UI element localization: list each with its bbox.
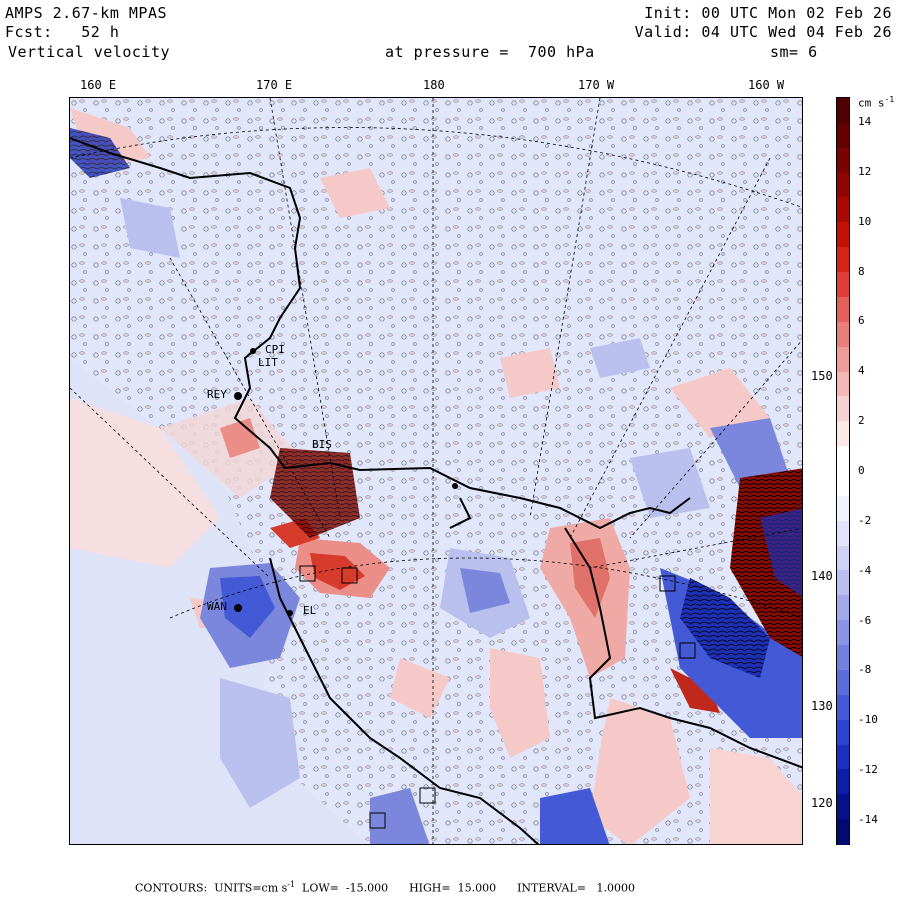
colorbar-tick-label: 10 [858,214,872,228]
station-label-rey: REY [207,388,227,401]
colorbar-swatch [837,446,849,472]
colorbar-swatch [837,396,849,422]
lon-label-160e: 160 E [80,78,117,92]
lon-label-170w: 170 W [578,78,615,92]
colorbar-swatch [837,744,849,770]
colorbar-swatch [837,471,849,497]
color-scale-bar [836,97,850,845]
colorbar-tick-label: -10 [858,713,878,727]
colorbar-tick-label: -2 [858,513,872,527]
init-time: Init: 00 UTC Mon 02 Feb 26 [644,4,892,22]
colorbar-swatch [837,98,849,124]
colorbar-tick-label: -8 [858,663,872,677]
colorbar-swatch [837,694,849,721]
coastline [70,137,691,530]
colorbar-swatch [837,346,849,373]
colorbar-tick-label: 6 [858,314,865,328]
lon-label-180: 180 [423,78,445,92]
colorbar-swatch [837,172,849,199]
colorbar-tick-label: -6 [858,613,872,627]
colorbar-tick-label: -14 [858,813,878,827]
forecast-hour: Fcst: 52 h [5,23,120,41]
colorbar-tick-label: -4 [858,563,872,577]
colorbar-swatch [837,595,849,621]
colorbar-swatch [837,620,849,646]
station-label-bis: BIS [312,438,332,451]
pressure-level: at pressure = 700 hPa [385,43,595,61]
colorbar-swatch [837,421,849,447]
station-label-wan: WAN [207,600,227,613]
colorbar-swatch [837,794,849,820]
station-dot-rey [234,392,242,400]
colorbar-swatch [837,645,849,671]
station-label-lit: LIT [258,356,278,369]
colorbar-swatch [837,819,849,845]
colorbar-tick-label: 12 [858,164,872,178]
station-label-el: EL [303,604,317,617]
model-title: AMPS 2.67-km MPAS [5,4,168,22]
station-dot-el [287,610,293,616]
colorbar-swatch [837,247,849,273]
coastline [564,527,802,769]
map-graphic [70,98,802,844]
latitude-circle [70,127,802,208]
colorbar-tick-label: -12 [858,763,878,777]
colorbar-swatch [837,520,849,547]
station-label-cpi: CPI [265,343,285,356]
colorbar-tick-label: 8 [858,264,865,278]
colorbar-swatch [837,769,849,795]
colorbar-swatch [837,669,849,696]
lon-label-160w: 160 W [748,78,785,92]
valid-time: Valid: 04 UTC Wed 04 Feb 26 [634,23,892,41]
field-name: Vertical velocity [8,43,171,61]
colorbar-units: cm s-1 [858,95,895,110]
smoothing-label: sm= 6 [770,43,818,61]
lon-label-170e: 170 E [256,78,293,92]
coastline [269,557,540,844]
colorbar-tick-label: 0 [858,464,865,477]
colorbar-swatch [837,147,849,174]
colorbar-swatch [837,222,849,248]
colorbar-swatch [837,272,849,298]
colorbar-tick-label: 4 [858,364,865,378]
colorbar-swatch [837,495,849,522]
meridian [269,98,341,519]
vertical-velocity-map [69,97,803,845]
colorbar-swatch [837,296,849,323]
station-dot-wan [234,604,242,612]
colorbar-tick-label: 14 [858,114,872,128]
colorbar-swatch [837,719,849,746]
colorbar-swatch [837,371,849,397]
colorbar-swatch [837,545,849,572]
colorbar-swatch [837,197,849,223]
contour-info: CONTOURS: UNITS=cm s-1 LOW= -15.000 HIGH… [135,880,635,895]
colorbar-swatch [837,321,849,348]
colorbar-tick-label: 2 [858,414,865,428]
latitude-circle [169,557,802,619]
colorbar-swatch [837,570,849,596]
colorbar-swatch [837,122,849,149]
station-dot-cpi [250,348,256,354]
